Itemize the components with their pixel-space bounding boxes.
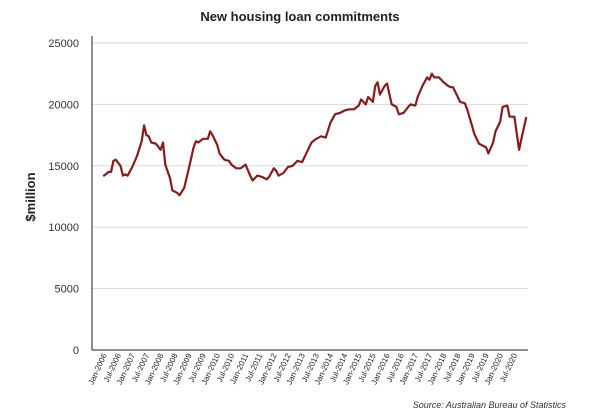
series-line [102,72,528,197]
y-tick-label: 5000 [55,284,79,296]
y-tick-label: 0 [73,345,79,357]
chart-title: New housing loan commitments [200,9,399,24]
gridlines [92,42,528,290]
y-tick-label: 25000 [48,38,79,50]
source-note: Source: Australian Bureau of Statistics [413,400,567,410]
x-axis-ticks: Jan-2006Jul-2006Jan-2007Jul-2007Jan-2008… [87,352,520,387]
y-axis-ticks: 0 5000 10000 15000 20000 25000 [48,38,79,357]
series-group [102,72,528,197]
y-tick-label: 10000 [48,222,79,234]
y-tick-label: 20000 [48,99,79,111]
y-axis-label: $million [23,172,38,221]
y-tick-label: 15000 [48,161,79,173]
